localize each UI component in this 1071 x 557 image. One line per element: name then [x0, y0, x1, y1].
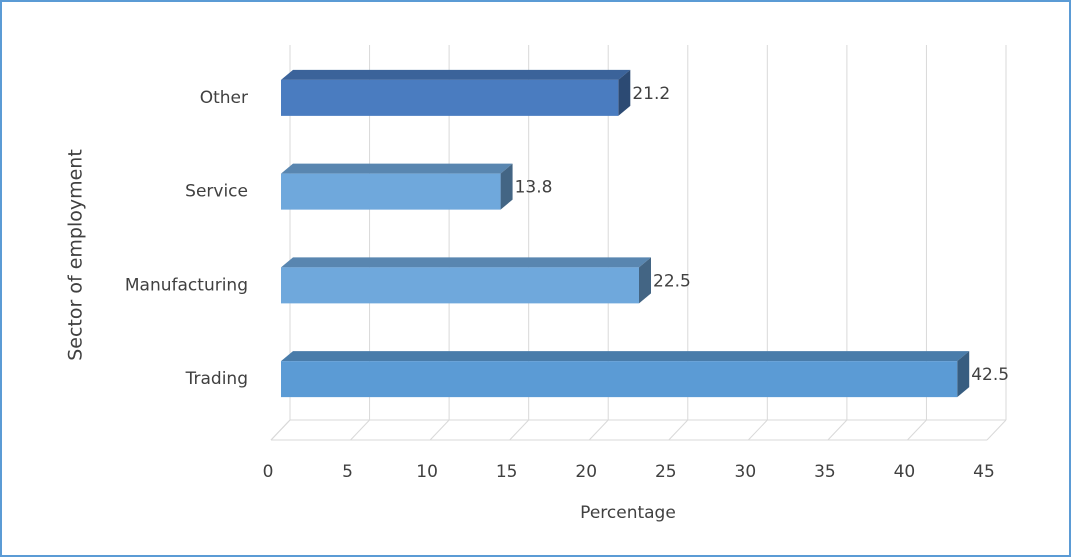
floor-grid-line — [986, 419, 1007, 441]
floor-grid-line — [827, 419, 848, 441]
bar-top — [281, 257, 651, 268]
floor-grid-line — [350, 419, 370, 441]
floor-grid-line — [429, 419, 450, 441]
x-tick-label: 5 — [342, 462, 353, 482]
bar-side — [639, 257, 651, 304]
bar — [281, 267, 639, 304]
bar-top — [281, 69, 631, 80]
bar — [281, 79, 619, 116]
floor-grid-line — [907, 419, 927, 441]
y-tick-label: Other — [200, 88, 248, 108]
x-tick-label: 0 — [263, 462, 274, 482]
x-tick-label: 35 — [814, 462, 836, 482]
x-tick-label: 45 — [973, 462, 995, 482]
x-tick-label: 20 — [575, 462, 597, 482]
floor-grid-line — [747, 419, 768, 441]
bar-side — [957, 351, 970, 398]
y-axis-title: Sector of employment — [65, 149, 87, 361]
x-tick-label: 15 — [496, 462, 518, 482]
x-tick-label: 25 — [655, 462, 677, 482]
y-tick-label: Service — [185, 182, 248, 202]
value-label: 13.8 — [515, 178, 553, 198]
x-tick-label: 10 — [416, 462, 438, 482]
bar-top — [281, 163, 513, 174]
bar-top — [281, 351, 970, 362]
floor-grid-line — [588, 419, 609, 441]
x-tick-label: 30 — [735, 462, 757, 482]
y-tick-label: Manufacturing — [125, 275, 248, 295]
value-label: 21.2 — [632, 84, 670, 104]
bar — [281, 173, 501, 210]
floor-grid-line — [668, 419, 689, 441]
floor-grid-line — [509, 419, 530, 441]
floor-grid-line — [270, 419, 291, 441]
x-tick-label: 40 — [894, 462, 916, 482]
x-axis-title: Percentage — [580, 503, 676, 523]
bar — [281, 361, 958, 398]
bar-side — [618, 69, 631, 116]
value-label: 22.5 — [653, 271, 691, 291]
y-tick-label: Trading — [185, 369, 248, 389]
value-label: 42.5 — [971, 365, 1009, 385]
bar-side — [500, 163, 513, 210]
